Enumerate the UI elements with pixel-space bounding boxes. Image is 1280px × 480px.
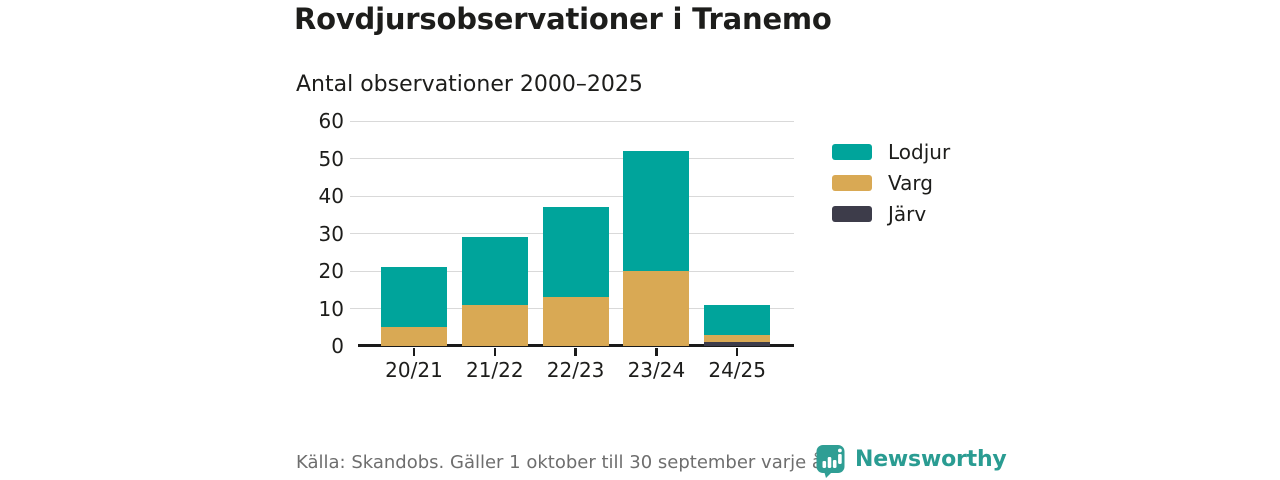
bar-segment-j-rv <box>704 342 771 346</box>
x-axis-tick <box>412 348 416 356</box>
brand-name: Newsworthy <box>855 447 1007 472</box>
bar-segment-varg <box>461 304 528 346</box>
x-axis-tick <box>655 348 658 356</box>
y-axis-tick-label: 60 <box>318 109 344 133</box>
legend-item-j-rv: Järv <box>832 202 950 226</box>
source-note: Källa: Skandobs. Gäller 1 oktober till 3… <box>296 452 835 473</box>
gridline <box>358 195 794 197</box>
legend-item-lodjur: Lodjur <box>832 140 951 164</box>
bar-segment-lodjur <box>704 304 771 335</box>
legend-label: Varg <box>888 171 933 195</box>
gridline <box>358 120 794 122</box>
y-axis-tick <box>350 233 358 234</box>
plot-area: 0 10 20 30 40 50 60 20/21 21/22 22/23 23/24 24/25 <box>319 111 794 382</box>
newsworthy-logo: Newsworthy <box>816 444 1007 478</box>
legend-swatch <box>832 206 872 222</box>
y-axis-tick-label: 10 <box>318 296 344 321</box>
y-axis-tick <box>350 308 358 309</box>
bar-segment-varg <box>542 297 609 346</box>
bar-segment-varg <box>623 271 690 346</box>
x-axis-tick-label: 22/23 <box>546 358 605 382</box>
legend-swatch <box>832 175 872 191</box>
legend-label: Lodjur <box>888 140 951 164</box>
gridline <box>358 158 794 159</box>
y-axis-tick-label: 0 <box>331 334 344 358</box>
bar-segment-lodjur <box>381 267 447 328</box>
bar-segment-varg <box>381 327 447 346</box>
y-axis-tick-label: 30 <box>318 221 344 246</box>
legend-swatch <box>832 144 872 160</box>
y-axis-tick-label: 50 <box>318 146 344 171</box>
legend-label: Järv <box>888 202 927 226</box>
y-axis-tick <box>350 120 358 122</box>
chart-legend: Lodjur Varg Järv <box>832 140 951 237</box>
bar-segment-lodjur <box>542 207 609 298</box>
y-axis-tick <box>350 270 358 272</box>
bar-segment-lodjur <box>461 237 528 305</box>
newsworthy-logo-icon <box>816 445 845 478</box>
y-axis-tick <box>350 158 358 159</box>
x-axis-tick-label: 23/24 <box>627 358 686 382</box>
y-axis-tick-label: 20 <box>318 259 344 283</box>
y-axis-tick-label: 40 <box>318 184 344 208</box>
x-axis-tick-label: 21/22 <box>465 358 524 382</box>
chart-subtitle: Antal observationer 2000–2025 <box>296 72 643 97</box>
x-axis-tick-label: 24/25 <box>708 358 766 382</box>
x-axis-tick <box>574 348 577 356</box>
bar-segment-lodjur <box>623 151 690 271</box>
x-axis-tick-label: 20/21 <box>385 358 443 382</box>
y-axis-tick <box>350 195 358 197</box>
x-axis-tick <box>493 348 497 356</box>
legend-item-varg: Varg <box>832 171 950 195</box>
bar-segment-varg <box>704 334 771 343</box>
chart-title: Rovdjursobservationer i Tranemo <box>294 2 832 36</box>
x-axis-tick <box>735 348 739 356</box>
